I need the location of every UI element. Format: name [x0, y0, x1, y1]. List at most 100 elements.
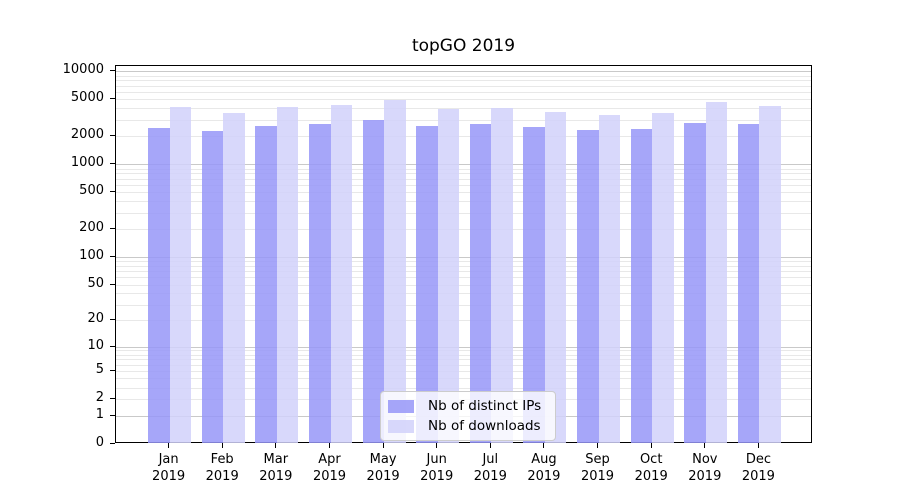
bar-downloads-sep: [598, 115, 620, 443]
y-tick-label: 1000: [70, 155, 104, 171]
gridline: [116, 85, 811, 87]
x-tick-mark: [597, 443, 598, 448]
bar-downloads-jul: [491, 107, 513, 443]
bar-downloads-may: [384, 100, 406, 443]
gridline: [116, 284, 811, 286]
y-tick-label: 100: [79, 248, 104, 263]
y-tick-label: 5: [95, 362, 104, 378]
gridline: [116, 304, 811, 306]
y-tick-label: 200: [79, 220, 104, 236]
gridline: [116, 359, 811, 361]
gridline: [116, 80, 811, 82]
bar-distinct-ips-oct: [630, 128, 653, 443]
bar-distinct-ips-nov: [684, 123, 706, 443]
gridline: [116, 212, 811, 214]
legend-label: Nb of distinct IPs: [428, 398, 542, 414]
chart-title: topGO 2019: [411, 36, 516, 56]
gridline: [116, 178, 811, 180]
gridline: [116, 75, 811, 77]
gridline: [116, 192, 811, 194]
x-tick-label: Oct 2019: [634, 452, 668, 484]
bar-downloads-oct: [652, 112, 674, 443]
bar-downloads-jan: [169, 106, 192, 443]
x-tick-label: May 2019: [366, 452, 400, 484]
gridline: [116, 184, 811, 186]
y-tick-label: 50: [87, 275, 104, 291]
bar-distinct-ips-may: [362, 119, 385, 443]
y-tick-label: 10000: [62, 62, 104, 78]
y-tick-label: 500: [79, 183, 104, 199]
gridline: [116, 261, 811, 263]
x-tick-mark: [436, 443, 438, 448]
bar-distinct-ips-mar: [255, 125, 277, 443]
legend-swatch-downloads: [388, 419, 414, 433]
gridline: [116, 257, 811, 258]
legend-swatch-distinct-ips: [388, 399, 414, 413]
bar-distinct-ips-jul: [469, 124, 492, 443]
gridline: [116, 346, 811, 348]
y-tick-mark: [110, 70, 115, 72]
legend-row: Nb of downloads: [388, 418, 541, 434]
gridline: [116, 136, 811, 138]
gridline: [116, 229, 811, 231]
gridline: [116, 119, 811, 121]
x-tick-label: Jan 2019: [152, 452, 186, 484]
bar-distinct-ips-feb: [201, 130, 224, 443]
x-tick-mark: [275, 443, 277, 448]
gridline: [116, 168, 811, 170]
bar-downloads-aug: [544, 111, 567, 443]
bar-distinct-ips-jan: [148, 128, 170, 443]
x-tick-mark: [757, 443, 759, 448]
x-tick-mark: [221, 443, 223, 448]
gridline: [116, 99, 811, 101]
x-tick-label: Apr 2019: [312, 452, 347, 484]
x-tick-label: Nov 2019: [688, 452, 722, 484]
x-tick-mark: [704, 443, 706, 448]
gridline: [116, 91, 811, 93]
y-tick-mark: [110, 345, 115, 347]
x-tick-label: Feb 2019: [205, 452, 239, 484]
gridline: [116, 265, 811, 267]
gridline: [116, 71, 811, 73]
x-tick-label: Jul 2019: [473, 452, 507, 484]
x-tick-label: Aug 2019: [527, 452, 561, 484]
y-tick-label: 5000: [70, 90, 104, 106]
gridline: [116, 277, 811, 279]
bar-downloads-nov: [705, 101, 728, 443]
gridline: [116, 364, 811, 366]
y-tick-mark: [110, 283, 115, 285]
x-tick-mark: [650, 443, 652, 448]
legend-row: Nb of distinct IPs: [388, 398, 541, 414]
gridline: [116, 173, 811, 175]
y-tick-label: 2: [95, 390, 104, 406]
gridline: [116, 320, 811, 322]
y-tick-mark: [110, 414, 115, 416]
y-tick-label: 1: [95, 406, 104, 422]
gridline: [116, 164, 811, 166]
y-tick-mark: [110, 442, 115, 444]
x-tick-label: Jun 2019: [420, 452, 454, 484]
y-tick-mark: [110, 98, 115, 100]
plot-area: [115, 65, 812, 443]
x-tick-mark: [168, 443, 170, 448]
y-tick-mark: [110, 191, 115, 193]
y-tick-mark: [110, 163, 115, 165]
x-tick-label: Dec 2019: [741, 452, 775, 484]
gridline: [116, 354, 811, 356]
gridline: [116, 371, 811, 373]
bar-downloads-mar: [276, 107, 299, 443]
gridline: [116, 350, 811, 352]
bar-distinct-ips-aug: [523, 127, 545, 443]
x-tick-mark: [489, 443, 491, 448]
y-tick-label: 20: [87, 311, 104, 327]
bar-downloads-apr: [330, 105, 352, 443]
x-tick-mark: [382, 443, 384, 448]
legend: Nb of distinct IPs Nb of downloads: [380, 391, 557, 441]
x-tick-label: Mar 2019: [259, 452, 293, 484]
y-tick-label: 0: [95, 434, 104, 450]
gridline: [116, 378, 811, 380]
x-tick-mark: [543, 443, 545, 448]
y-tick-mark: [110, 256, 115, 257]
bar-downloads-jun: [437, 109, 460, 443]
